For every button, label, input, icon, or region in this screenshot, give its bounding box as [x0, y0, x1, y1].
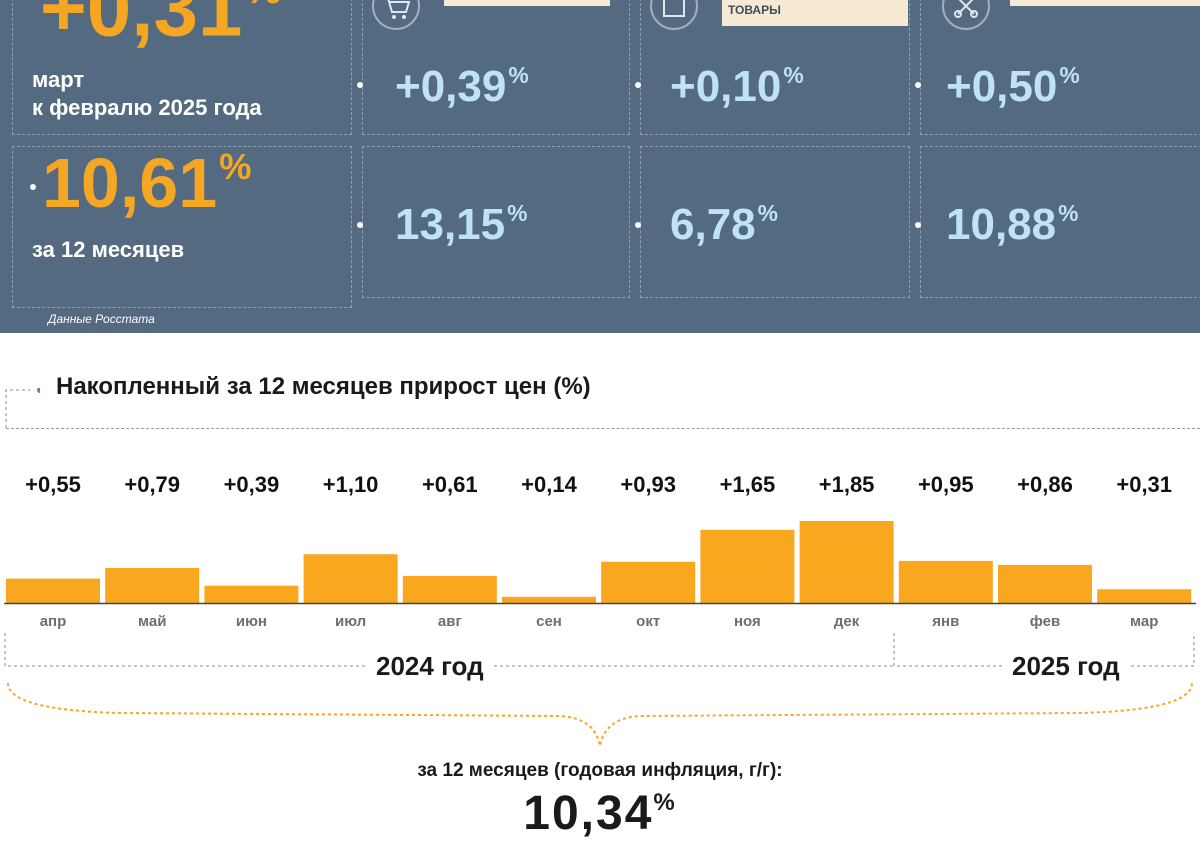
bar-chart: +0,55 апр +0,79 май +0,39 июн +1,10 июл +0,61 авг…: [4, 472, 1196, 747]
category-label-сен: сен: [536, 613, 562, 630]
bar-фев: [998, 564, 1092, 603]
annual-summary-value: 10,61%: [42, 144, 252, 222]
category-label-май: май: [138, 613, 166, 630]
annual-total-value: 10,34%: [523, 787, 677, 840]
bar-июл: [303, 554, 398, 603]
bar-мар: [1097, 589, 1192, 603]
bar-янв: [898, 560, 993, 603]
value-label-сен: +0,14: [521, 472, 577, 497]
value-label-фев: +0,86: [1017, 472, 1073, 497]
category-box-2-monthly: [640, 0, 910, 135]
bar-ноя: [700, 529, 795, 603]
value-label-окт: +0,93: [620, 472, 676, 497]
annual-summary-label: за 12 месяцев: [32, 237, 185, 262]
bar-дек: [799, 521, 894, 603]
monthly-summary-label-line1: март: [32, 67, 85, 92]
summary-box-annual: [12, 146, 352, 308]
category-label-июн: июн: [236, 613, 267, 630]
separator-dot: [915, 82, 921, 88]
category-box-3-monthly: [920, 0, 1200, 135]
year-bracket-2024: [4, 633, 894, 667]
monthly-summary-label-line2: к февралю 2025 года: [32, 95, 262, 120]
category-3-monthly-value: +0,50%: [946, 61, 1080, 111]
value-label-дек: +1,85: [819, 472, 875, 497]
category-label-июл: июл: [335, 613, 366, 630]
category-label-мар: мар: [1130, 613, 1158, 630]
category-label-окт: окт: [636, 613, 660, 630]
bar-сен: [502, 596, 596, 603]
annual-brace: [7, 682, 1193, 747]
bar-июн: [204, 585, 299, 603]
category-label-2: ТОВАРЫ: [722, 0, 908, 26]
category-box-3-annual: [920, 146, 1200, 298]
category-label-янв: янв: [932, 613, 959, 630]
bar-авг: [402, 575, 497, 603]
category-label-3: [1010, 0, 1200, 6]
value-label-апр: +0,55: [25, 472, 81, 497]
source-note: Данные Росстата: [48, 312, 155, 326]
category-2-annual-value: 6,78%: [670, 199, 778, 249]
separator-dot: [915, 222, 921, 228]
category-name-2: ТОВАРЫ: [728, 3, 781, 17]
separator-dot: [357, 222, 363, 228]
summary-box-monthly: [12, 0, 352, 135]
chart-title: Накопленный за 12 месяцев прирост цен (%…: [56, 373, 591, 400]
bar-окт: [601, 561, 696, 603]
value-label-июн: +0,39: [224, 472, 280, 497]
bar-май: [105, 567, 200, 603]
category-2-monthly-value: +0,10%: [670, 61, 804, 111]
category-box-1-annual: [362, 146, 630, 298]
monthly-summary-value: +0,31%: [40, 0, 281, 53]
category-label-1: [444, 0, 610, 6]
separator-dot: [30, 184, 36, 190]
bar-апр: [6, 578, 100, 603]
value-label-май: +0,79: [124, 472, 180, 497]
value-label-янв: +0,95: [918, 472, 974, 497]
value-label-июл: +1,10: [323, 472, 379, 497]
category-1-monthly-value: +0,39%: [395, 61, 529, 111]
category-label-фев: фев: [1030, 613, 1061, 630]
separator-dot: [357, 82, 363, 88]
category-label-авг: авг: [438, 613, 462, 630]
title-divider: [6, 428, 1200, 429]
value-label-авг: +0,61: [422, 472, 478, 497]
value-label-ноя: +1,65: [720, 472, 776, 497]
category-box-2-annual: [640, 146, 910, 298]
summary-panel: +0,31% март к февралю 2025 года 10,61% з…: [0, 0, 1200, 333]
category-label-апр: апр: [40, 613, 67, 630]
year-label-2024: 2024 год: [366, 651, 494, 682]
value-label-мар: +0,31: [1116, 472, 1172, 497]
category-box-1-monthly: [362, 0, 630, 135]
title-bracket-decoration: [5, 388, 40, 428]
separator-dot: [635, 82, 641, 88]
category-label-ноя: ноя: [734, 613, 761, 630]
category-1-annual-value: 13,15%: [395, 199, 528, 249]
year-label-2025: 2025 год: [1002, 651, 1130, 682]
separator-dot: [635, 222, 641, 228]
annual-total-label: за 12 месяцев (годовая инфляция, г/г):: [417, 760, 783, 781]
category-label-дек: дек: [834, 613, 860, 630]
category-3-annual-value: 10,88%: [946, 199, 1079, 249]
